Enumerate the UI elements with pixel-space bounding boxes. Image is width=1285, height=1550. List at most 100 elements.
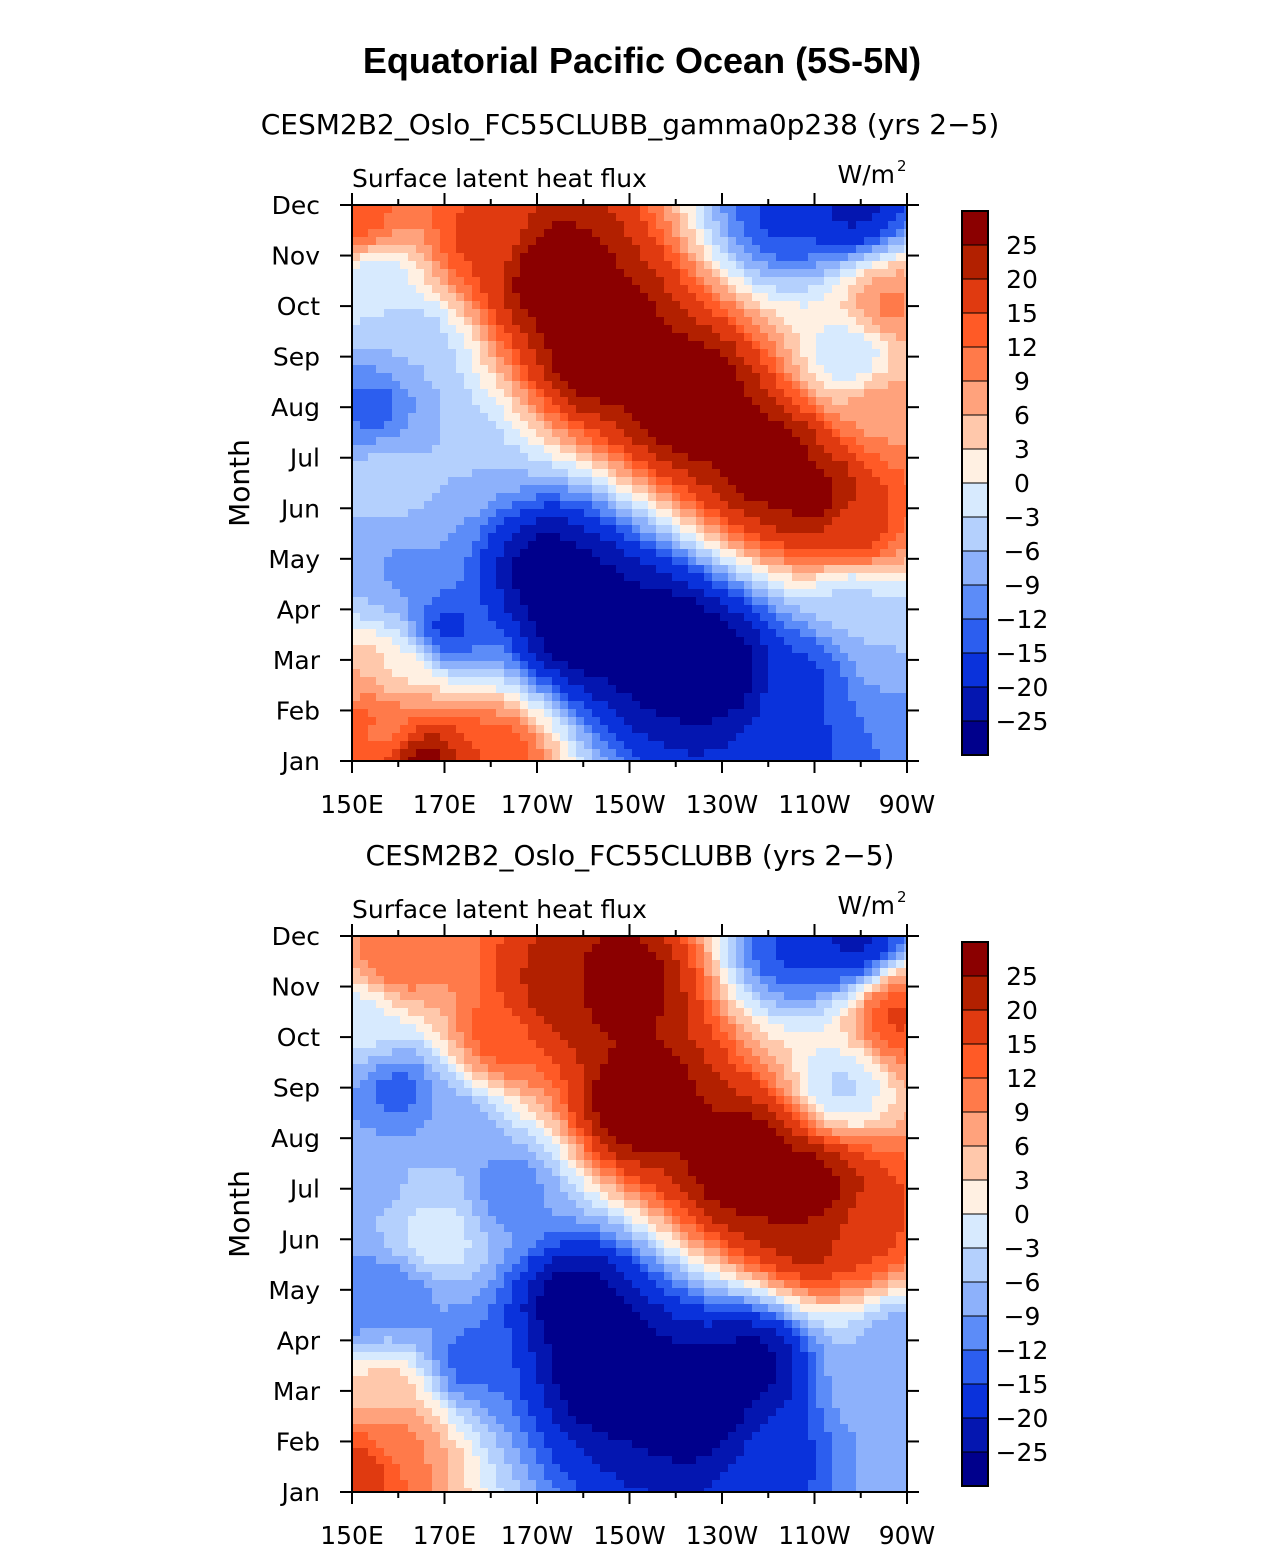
heatmap-cell <box>672 469 681 478</box>
heatmap-cell <box>536 213 545 222</box>
heatmap-cell <box>872 645 881 654</box>
heatmap-cell <box>560 301 569 310</box>
heatmap-cell <box>736 669 745 678</box>
heatmap-cell <box>608 413 617 422</box>
heatmap-cell <box>416 365 425 374</box>
heatmap-cell <box>616 637 625 646</box>
heatmap-cell <box>840 333 849 342</box>
heatmap-cell <box>552 397 561 406</box>
heatmap-cell <box>616 421 625 430</box>
heatmap-cell <box>896 613 905 622</box>
heatmap-cell <box>568 381 577 390</box>
heatmap-cell <box>528 413 537 422</box>
heatmap-cell <box>552 565 561 574</box>
heatmap-cell <box>624 333 633 342</box>
heatmap-cell <box>424 613 433 622</box>
heatmap-cell <box>784 485 793 494</box>
heatmap-cell <box>776 461 785 470</box>
heatmap-cell <box>544 637 553 646</box>
heatmap-cell <box>840 733 849 742</box>
heatmap-cell <box>840 517 849 526</box>
heatmap-cell <box>688 453 697 462</box>
heatmap-cell <box>864 349 873 358</box>
heatmap-cell <box>384 245 393 254</box>
heatmap-cell <box>368 221 377 230</box>
heatmap-cell <box>776 501 785 510</box>
heatmap-cell <box>728 357 737 366</box>
heatmap-cell <box>640 221 649 230</box>
heatmap-cell <box>392 445 401 454</box>
heatmap-cell <box>520 445 529 454</box>
heatmap-cell <box>640 205 649 214</box>
heatmap-cell <box>448 653 457 662</box>
heatmap-cell <box>736 477 745 486</box>
heatmap-cell <box>416 613 425 622</box>
heatmap-cell <box>368 661 377 670</box>
heatmap-cell <box>704 477 713 486</box>
heatmap-cell <box>704 669 713 678</box>
heatmap-cell <box>896 397 905 406</box>
heatmap-cell <box>888 253 897 262</box>
heatmap-cell <box>392 301 401 310</box>
heatmap-cell <box>504 285 513 294</box>
heatmap-cell <box>376 213 385 222</box>
heatmap-cell <box>752 661 761 670</box>
heatmap-cell <box>648 685 657 694</box>
heatmap-cell <box>816 533 825 542</box>
heatmap-cell <box>664 341 673 350</box>
heatmap-cell <box>408 677 417 686</box>
heatmap-cell <box>432 229 441 238</box>
heatmap-cell <box>616 309 625 318</box>
heatmap-cell <box>648 717 657 726</box>
heatmap-cell <box>672 693 681 702</box>
heatmap-cell <box>752 589 761 598</box>
heatmap-cell <box>768 669 777 678</box>
heatmap-cell <box>512 693 521 702</box>
heatmap-cell <box>656 309 665 318</box>
heatmap-cell <box>784 301 793 310</box>
heatmap-cell <box>512 549 521 558</box>
heatmap-cell <box>672 741 681 750</box>
heatmap-cell <box>880 317 889 326</box>
heatmap-cell <box>472 429 481 438</box>
heatmap-cell <box>584 461 593 470</box>
heatmap-cell <box>864 661 873 670</box>
heatmap-cell <box>568 397 577 406</box>
heatmap-field <box>352 205 907 761</box>
heatmap-cell <box>392 613 401 622</box>
heatmap-cell <box>600 365 609 374</box>
heatmap-cell <box>760 605 769 614</box>
heatmap-cell <box>784 357 793 366</box>
heatmap-cell <box>480 645 489 654</box>
heatmap-cell <box>760 677 769 686</box>
heatmap-cell <box>600 213 609 222</box>
heatmap-cell <box>664 501 673 510</box>
heatmap-cell <box>400 685 409 694</box>
heatmap-cell <box>872 637 881 646</box>
heatmap-cell <box>832 309 841 318</box>
heatmap-cell <box>784 293 793 302</box>
heatmap-cell <box>464 533 473 542</box>
heatmap-cell <box>608 477 617 486</box>
heatmap-cell <box>672 549 681 558</box>
heatmap-cell <box>408 277 417 286</box>
heatmap-cell <box>904 629 907 638</box>
heatmap-cell <box>352 453 361 462</box>
heatmap-cell <box>832 621 841 630</box>
heatmap-cell <box>664 205 673 214</box>
y-tick-label: Jun <box>279 494 320 523</box>
heatmap-cell <box>760 309 769 318</box>
heatmap-cell <box>680 525 689 534</box>
heatmap-cell <box>512 501 521 510</box>
heatmap-cell <box>552 301 561 310</box>
y-tick-label: Dec <box>272 191 320 220</box>
heatmap-cell <box>824 669 833 678</box>
heatmap-cell <box>712 333 721 342</box>
heatmap-cell <box>776 557 785 566</box>
heatmap-cell <box>504 389 513 398</box>
heatmap-cell <box>712 261 721 270</box>
heatmap-cell <box>576 581 585 590</box>
heatmap-cell <box>544 685 553 694</box>
heatmap-cell <box>504 509 513 518</box>
heatmap-cell <box>704 757 713 761</box>
